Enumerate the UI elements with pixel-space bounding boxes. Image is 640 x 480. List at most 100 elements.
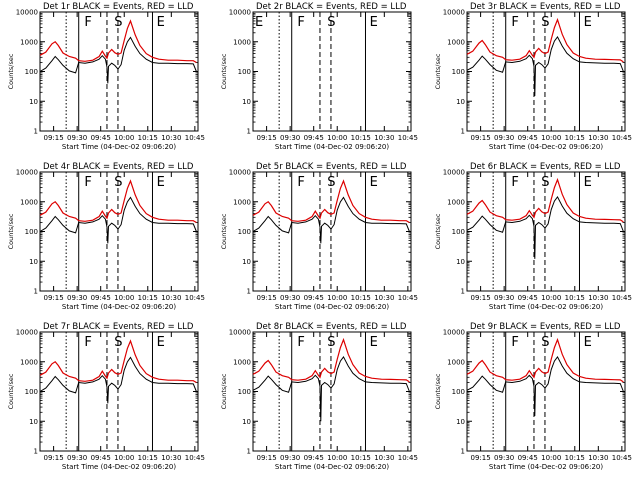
y-tick-label: 10000: [443, 329, 465, 337]
detector-panel: Det 9r BLACK = Events, RED = LLD 1 10 100 10…: [434, 322, 632, 471]
x-tick-label: 09:15: [257, 454, 277, 462]
x-tick-label: 10:45: [612, 294, 632, 302]
x-tick-label: 09:45: [91, 454, 111, 462]
y-tick-label: 1: [247, 448, 251, 456]
y-tick-label: 1: [461, 288, 465, 296]
x-tick-label: 10:45: [612, 454, 632, 462]
x-tick-label: 09:45: [91, 134, 111, 142]
x-tick-label: 10:45: [185, 294, 205, 302]
x-axis-label: Start Time (04-Dec-02 09:06:20): [275, 143, 389, 151]
marker-label: F: [511, 15, 518, 30]
y-tick-label: 100: [25, 388, 38, 396]
lld-series-line: [252, 179, 410, 224]
marker-label: F: [84, 335, 91, 350]
y-tick-label: 1000: [20, 198, 38, 206]
x-tick-label: 09:45: [91, 294, 111, 302]
marker-label: E: [370, 335, 378, 350]
x-tick-label: 09:15: [44, 294, 64, 302]
panel-title: Det 7r BLACK = Events, RED = LLD: [43, 322, 194, 332]
y-axis-label: Counts/sec: [7, 53, 15, 89]
marker-label: S: [114, 15, 122, 30]
x-tick-label: 10:15: [138, 454, 158, 462]
events-series-line: [39, 36, 197, 84]
y-tick-label: 100: [452, 68, 465, 76]
x-tick-label: 09:45: [304, 454, 324, 462]
y-tick-label: 100: [238, 388, 251, 396]
marker-label: S: [327, 335, 335, 350]
x-tick-label: 10:00: [541, 134, 561, 142]
x-tick-label: 10:00: [114, 454, 134, 462]
y-tick-label: 100: [452, 388, 465, 396]
y-tick-label: 1: [461, 448, 465, 456]
x-tick-label: 10:30: [374, 294, 394, 302]
x-tick-label: 09:45: [518, 134, 538, 142]
panel-title: Det 5r BLACK = Events, RED = LLD: [256, 162, 407, 172]
x-tick-label: 09:30: [494, 454, 514, 462]
x-tick-label: 10:45: [185, 454, 205, 462]
y-tick-label: 100: [238, 228, 251, 236]
x-tick-label: 10:00: [327, 134, 347, 142]
y-tick-label: 10000: [16, 329, 38, 337]
marker-label: S: [541, 335, 549, 350]
y-tick-label: 1: [34, 288, 38, 296]
marker-label: S: [114, 175, 122, 190]
x-tick-label: 10:15: [351, 134, 371, 142]
y-tick-label: 1000: [447, 38, 465, 46]
marker-label: F: [297, 335, 304, 350]
x-axis-label: Start Time (04-Dec-02 09:06:20): [62, 463, 176, 471]
marker-label: E: [370, 15, 378, 30]
y-axis-label: Counts/sec: [220, 213, 228, 249]
y-tick-label: 1000: [447, 198, 465, 206]
y-axis-label: Counts/sec: [220, 373, 228, 409]
x-tick-label: 10:00: [541, 294, 561, 302]
x-tick-label: 10:00: [541, 454, 561, 462]
x-tick-label: 09:30: [494, 294, 514, 302]
x-tick-label: 10:30: [161, 134, 181, 142]
x-axis-label: Start Time (04-Dec-02 09:06:20): [275, 303, 389, 311]
y-tick-label: 1000: [233, 358, 251, 366]
x-tick-label: 09:15: [257, 134, 277, 142]
y-tick-label: 10000: [229, 9, 251, 17]
y-tick-label: 10: [29, 418, 38, 426]
x-axis-label: Start Time (04-Dec-02 09:06:20): [62, 143, 176, 151]
panel-title: Det 6r BLACK = Events, RED = LLD: [470, 162, 621, 172]
panel-title: Det 2r BLACK = Events, RED = LLD: [256, 2, 407, 12]
marker-label: F: [297, 175, 304, 190]
x-tick-label: 09:15: [471, 294, 491, 302]
x-tick-label: 10:30: [374, 134, 394, 142]
x-tick-label: 10:00: [114, 134, 134, 142]
x-tick-label: 10:15: [138, 134, 158, 142]
y-tick-label: 1000: [233, 198, 251, 206]
y-tick-label: 1: [34, 448, 38, 456]
x-tick-label: 09:45: [304, 294, 324, 302]
x-axis-label: Start Time (04-Dec-02 09:06:20): [489, 143, 603, 151]
events-series-line: [466, 355, 624, 417]
x-tick-label: 09:15: [44, 454, 64, 462]
y-tick-label: 1000: [233, 38, 251, 46]
x-tick-label: 10:45: [398, 134, 418, 142]
detector-panel: Det 1r BLACK = Events, RED = LLD 1 10 100 10…: [7, 2, 205, 151]
marker-label: F: [84, 175, 91, 190]
x-tick-label: 09:30: [67, 454, 87, 462]
panel-title: Det 4r BLACK = Events, RED = LLD: [43, 162, 194, 172]
y-axis-label: Counts/sec: [434, 53, 442, 89]
y-tick-label: 10: [29, 98, 38, 106]
events-series-line: [252, 355, 410, 422]
marker-label: E: [157, 15, 165, 30]
y-tick-label: 10000: [443, 169, 465, 177]
events-series-line: [466, 195, 624, 259]
x-tick-label: 09:15: [471, 134, 491, 142]
detector-panel: Det 3r BLACK = Events, RED = LLD 1 10 100 10…: [434, 2, 632, 151]
x-tick-label: 10:30: [588, 454, 608, 462]
y-tick-label: 1: [461, 128, 465, 136]
y-tick-label: 1000: [20, 38, 38, 46]
detector-panel: Det 4r BLACK = Events, RED = LLD 1 10 100 10…: [7, 162, 205, 311]
x-tick-label: 10:30: [588, 294, 608, 302]
x-tick-label: 09:15: [257, 294, 277, 302]
marker-label: S: [327, 175, 335, 190]
y-tick-label: 100: [452, 228, 465, 236]
x-tick-label: 10:45: [398, 454, 418, 462]
x-tick-label: 10:30: [161, 294, 181, 302]
y-tick-label: 10000: [229, 169, 251, 177]
